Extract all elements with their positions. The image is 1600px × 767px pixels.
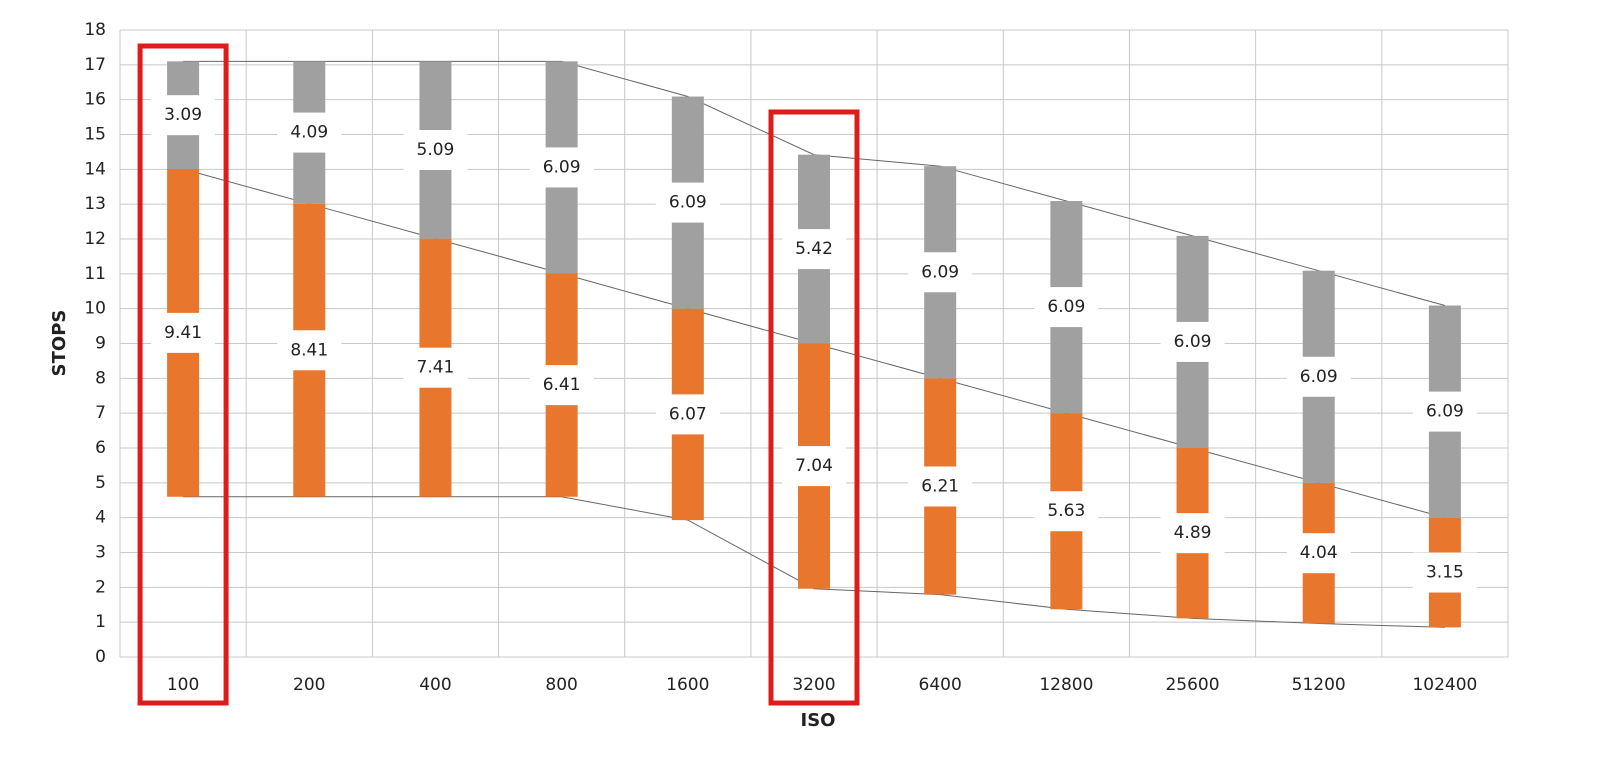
- value-label-bg: [1286, 533, 1351, 574]
- value-label-bg: [529, 365, 594, 406]
- y-tick-label: 8: [95, 368, 106, 388]
- y-tick-label: 16: [84, 90, 106, 110]
- value-label-bg: [1412, 391, 1477, 432]
- value-label-bg: [277, 330, 342, 371]
- highlight-box: [768, 109, 860, 706]
- x-tick-label: 6400: [919, 675, 962, 695]
- value-label: 6.09: [1426, 402, 1464, 422]
- value-label: 6.21: [921, 476, 959, 496]
- y-tick-label: 14: [84, 159, 106, 179]
- y-tick-label: 9: [95, 334, 106, 354]
- x-tick-label: 100: [167, 675, 199, 695]
- x-tick-label: 3200: [792, 675, 835, 695]
- x-tick-label: 25600: [1165, 675, 1219, 695]
- value-label-bg: [529, 147, 594, 188]
- value-label: 3.15: [1426, 563, 1464, 583]
- y-tick-label: 4: [95, 508, 106, 528]
- value-label: 4.04: [1300, 543, 1338, 563]
- value-label-bg: [908, 466, 973, 507]
- x-axis-title: ISO: [801, 710, 836, 731]
- y-tick-label: 13: [84, 194, 106, 214]
- y-tick-label: 6: [95, 438, 106, 458]
- y-tick-label: 12: [84, 229, 106, 249]
- x-tick-label: 51200: [1292, 675, 1346, 695]
- value-label: 5.63: [1047, 501, 1085, 521]
- value-label-bg: [782, 446, 846, 487]
- value-label-bg: [1412, 552, 1477, 593]
- value-label: 6.09: [669, 193, 707, 213]
- value-label: 4.09: [290, 123, 328, 143]
- value-label-bg: [908, 252, 973, 293]
- x-tick-label: 12800: [1039, 675, 1093, 695]
- value-label: 6.07: [669, 404, 707, 424]
- value-label-bg: [1160, 321, 1225, 362]
- y-tick-label: 17: [84, 55, 106, 75]
- value-label-bg: [151, 95, 216, 136]
- value-label: 6.09: [1047, 297, 1085, 317]
- value-label: 9.41: [164, 323, 202, 343]
- y-tick-label: 0: [95, 647, 106, 667]
- value-label: 5.42: [795, 239, 833, 259]
- x-tick-label: 800: [545, 675, 577, 695]
- value-label-bg: [655, 182, 720, 223]
- value-label: 6.09: [543, 157, 581, 177]
- value-label: 4.89: [1174, 523, 1212, 543]
- y-tick-label: 18: [84, 20, 106, 40]
- value-label: 6.09: [921, 262, 959, 282]
- y-tick-label: 3: [95, 543, 106, 563]
- y-tick-label: 5: [95, 473, 106, 493]
- y-tick-label: 10: [84, 299, 106, 319]
- value-label: 6.41: [543, 375, 581, 395]
- y-tick-label: 2: [95, 577, 106, 597]
- value-label-bg: [1160, 513, 1225, 554]
- value-label: 6.09: [1174, 332, 1212, 352]
- value-label-bg: [655, 394, 720, 435]
- value-label: 7.41: [417, 358, 455, 378]
- value-label: 6.09: [1300, 367, 1338, 387]
- y-tick-label: 11: [84, 264, 106, 284]
- value-label-bg: [1034, 491, 1099, 532]
- x-tick-label: 1600: [666, 675, 709, 695]
- y-tick-label: 15: [84, 125, 106, 145]
- value-label: 8.41: [290, 340, 328, 360]
- value-label-bg: [403, 347, 468, 388]
- highlight-box: [137, 43, 229, 706]
- value-label-bg: [151, 312, 216, 353]
- value-label-bg: [1286, 356, 1351, 397]
- value-label: 7.04: [795, 456, 833, 476]
- x-tick-label: 400: [419, 675, 451, 695]
- x-tick-label: 200: [293, 675, 325, 695]
- value-label: 3.09: [164, 105, 202, 125]
- x-tick-label: 102400: [1412, 675, 1477, 695]
- value-label-bg: [277, 112, 342, 153]
- y-tick-label: 1: [95, 612, 106, 632]
- value-label: 5.09: [417, 140, 455, 160]
- value-label-bg: [782, 229, 846, 270]
- y-tick-label: 7: [95, 403, 106, 423]
- value-label-bg: [403, 130, 468, 171]
- value-label-bg: [1034, 287, 1099, 328]
- y-axis-title: STOPS: [49, 310, 70, 377]
